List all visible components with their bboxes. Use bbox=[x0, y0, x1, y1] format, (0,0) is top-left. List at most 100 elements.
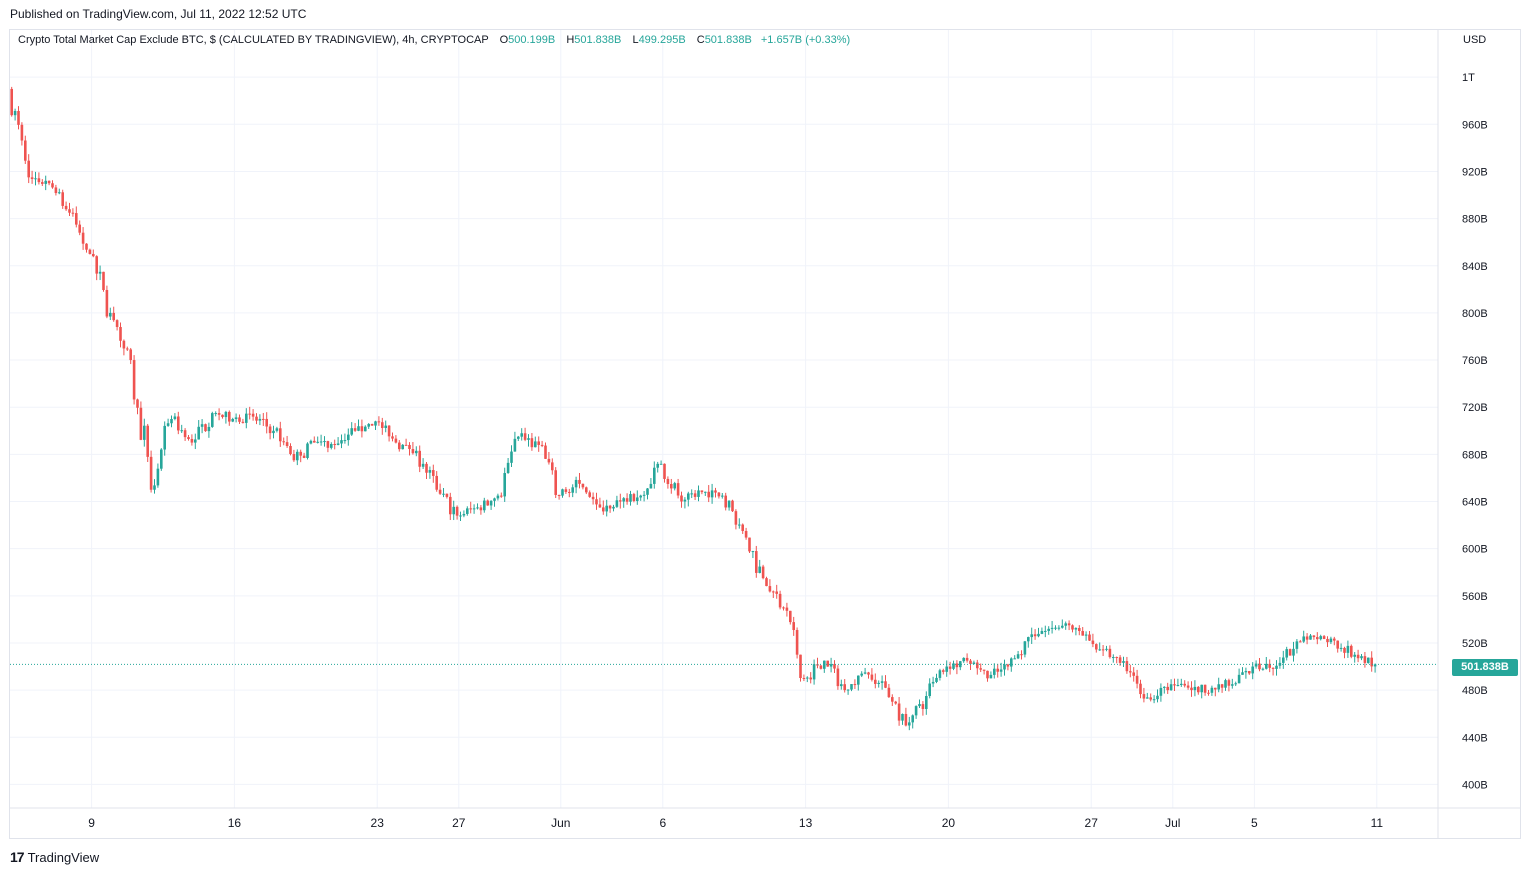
candle-body bbox=[707, 491, 710, 498]
candle-body bbox=[826, 660, 829, 667]
candle-body bbox=[1268, 663, 1271, 668]
candle-body bbox=[109, 312, 112, 317]
candle-body bbox=[234, 417, 238, 419]
candle-body bbox=[1258, 663, 1261, 670]
candle-body bbox=[819, 665, 823, 669]
footer-brand[interactable]: 17 TradingView bbox=[10, 849, 99, 865]
candle-body bbox=[1142, 694, 1146, 699]
candle-body bbox=[1292, 648, 1295, 656]
candle-body bbox=[306, 443, 309, 458]
candle-body bbox=[78, 224, 81, 233]
candle-body bbox=[1282, 657, 1285, 663]
candle-body bbox=[455, 506, 459, 516]
candle-body bbox=[1118, 657, 1122, 663]
candle-body bbox=[95, 256, 98, 274]
candle-body bbox=[30, 177, 34, 179]
chart-canvas[interactable]: 400B 440B 480B 520B 560B 600B 640B 680B 720B 760B… bbox=[10, 30, 1520, 838]
x-tick-label: 20 bbox=[942, 816, 956, 830]
currency-label[interactable]: USD bbox=[1463, 34, 1487, 46]
candle-body bbox=[384, 425, 387, 428]
candle-body bbox=[231, 419, 234, 422]
candle-body bbox=[738, 524, 741, 526]
candle-body bbox=[547, 458, 551, 463]
candle-body bbox=[241, 421, 245, 423]
candle-body bbox=[285, 442, 289, 446]
candle-body bbox=[969, 660, 972, 665]
candle-body bbox=[506, 462, 510, 474]
candle-body bbox=[248, 413, 251, 415]
candle-body bbox=[476, 507, 479, 509]
candle-body bbox=[874, 679, 877, 684]
candle-body bbox=[1044, 630, 1047, 632]
candle-body bbox=[258, 418, 262, 421]
candle-body bbox=[1336, 640, 1339, 649]
candle-body bbox=[200, 424, 204, 427]
candle-body bbox=[483, 500, 486, 511]
candle-body bbox=[194, 439, 197, 443]
candle-body bbox=[571, 487, 574, 493]
candle-body bbox=[904, 713, 908, 726]
candle-body bbox=[843, 684, 846, 691]
y-tick-label: 840B bbox=[1462, 261, 1488, 273]
candle-body bbox=[1329, 638, 1333, 643]
candle-body bbox=[605, 505, 608, 512]
candle-body bbox=[1129, 671, 1132, 673]
candle-body bbox=[642, 494, 646, 496]
candle-body bbox=[411, 449, 415, 454]
chart-panel[interactable]: 400B 440B 480B 520B 560B 600B 640B 680B 720B 760B… bbox=[9, 29, 1521, 839]
candle-body bbox=[1295, 641, 1299, 649]
candle-body bbox=[71, 212, 75, 214]
candle-body bbox=[901, 713, 904, 721]
candle-body bbox=[377, 421, 381, 423]
candle-body bbox=[102, 271, 105, 290]
candle-body bbox=[1248, 671, 1251, 674]
candle-body bbox=[387, 425, 391, 437]
candle-body bbox=[914, 706, 918, 716]
candle-body bbox=[353, 428, 357, 431]
candle-body bbox=[639, 495, 642, 498]
candle-body bbox=[1163, 686, 1166, 688]
candle-body bbox=[680, 495, 683, 502]
candle-body bbox=[1197, 686, 1200, 693]
candle-body bbox=[163, 425, 166, 450]
candle-body bbox=[530, 438, 534, 448]
candle-body bbox=[1176, 684, 1180, 686]
legend-close-value: 501.838B bbox=[704, 34, 752, 46]
candle-body bbox=[1166, 686, 1169, 691]
candle-body bbox=[1057, 627, 1061, 629]
candle-body bbox=[68, 209, 71, 213]
candle-body bbox=[425, 463, 428, 473]
published-note: Published on TradingView.com, Jul 11, 20… bbox=[10, 7, 307, 21]
candle-body bbox=[401, 444, 404, 450]
candle-body bbox=[207, 426, 211, 432]
candle-body bbox=[228, 411, 231, 422]
candle-body bbox=[517, 436, 520, 439]
candle-body bbox=[115, 320, 119, 327]
candle-body bbox=[911, 715, 914, 723]
candle-body bbox=[360, 426, 364, 432]
candle-body bbox=[54, 187, 58, 194]
candle-body bbox=[1173, 684, 1176, 686]
candle-body bbox=[428, 470, 432, 473]
candle-body bbox=[357, 426, 360, 431]
legend-open-value: 500.199B bbox=[508, 34, 556, 46]
candle-body bbox=[275, 428, 279, 431]
candle-body bbox=[887, 687, 891, 698]
candle-body bbox=[190, 438, 194, 443]
candle-body bbox=[751, 551, 755, 553]
candle-body bbox=[1220, 684, 1224, 688]
candle-body bbox=[585, 487, 588, 493]
candle-body bbox=[727, 500, 731, 508]
candle-body bbox=[10, 88, 13, 116]
candle-body bbox=[1122, 661, 1125, 663]
candle-body bbox=[1149, 697, 1152, 700]
candle-body bbox=[1146, 697, 1149, 699]
candle-body bbox=[799, 654, 802, 678]
legend-open-label: O bbox=[499, 34, 509, 46]
candle-body bbox=[782, 607, 785, 609]
candle-body bbox=[449, 496, 452, 515]
candle-body bbox=[41, 182, 44, 184]
candle-body bbox=[292, 454, 296, 461]
candle-body bbox=[1101, 649, 1105, 651]
candle-body bbox=[289, 445, 292, 455]
